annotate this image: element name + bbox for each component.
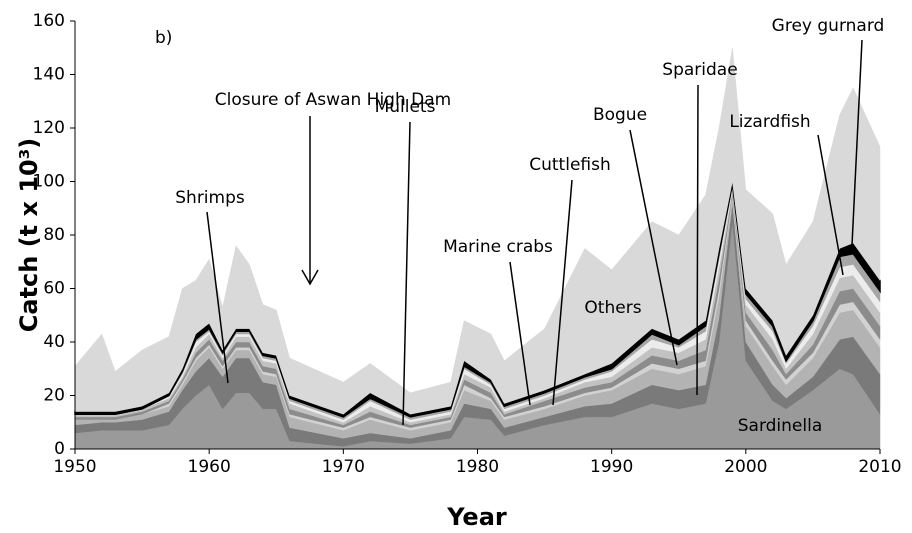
leader-line (696, 84, 699, 396)
x-tick-label: 1950 (53, 457, 96, 477)
y-tick-label: 80 (43, 225, 65, 245)
x-axis-title: Year (446, 503, 507, 531)
y-tick-label: 160 (33, 11, 65, 31)
x-tick-label: 1990 (590, 457, 633, 477)
leader-line (552, 179, 573, 406)
leader-line (206, 211, 229, 384)
series-label: Others (584, 298, 641, 318)
y-tick-label: 40 (43, 332, 65, 352)
x-tick-label: 2000 (724, 457, 767, 477)
series-label: Lizardfish (729, 112, 810, 132)
y-tick-label: 140 (33, 65, 65, 85)
x-tick-label: 1980 (456, 457, 499, 477)
area (74, 47, 881, 415)
y-tick-label: 60 (43, 279, 65, 299)
leader-line (509, 261, 531, 406)
arrow-head (301, 269, 319, 286)
annotation: Closure of Aswan High Dam (215, 90, 451, 110)
series-label: Shrimps (175, 188, 245, 208)
x-tick-label: 2010 (858, 457, 901, 477)
series-label: Grey gurnard (772, 16, 885, 36)
panel-label: b) (155, 28, 172, 48)
x-tick-label: 1970 (322, 457, 365, 477)
y-axis-title: Catch (t x 10³) (15, 138, 43, 332)
series-label: Marine crabs (443, 237, 553, 257)
series-label: Mullets (375, 97, 436, 117)
series-label: Sardinella (738, 416, 823, 436)
y-tick-label: 20 (43, 386, 65, 406)
leader-line (851, 39, 863, 246)
series-label: Sparidae (662, 60, 737, 80)
leader-line (817, 134, 844, 276)
series-label: Cuttlefish (529, 155, 611, 175)
series-label: Bogue (593, 105, 647, 125)
leader-line (629, 129, 678, 366)
x-tick-label: 1960 (188, 457, 231, 477)
y-tick-label: 120 (33, 118, 65, 138)
y-tick-label: 0 (54, 439, 65, 459)
y-tick-label: 100 (33, 172, 65, 192)
leader-line (402, 121, 411, 426)
